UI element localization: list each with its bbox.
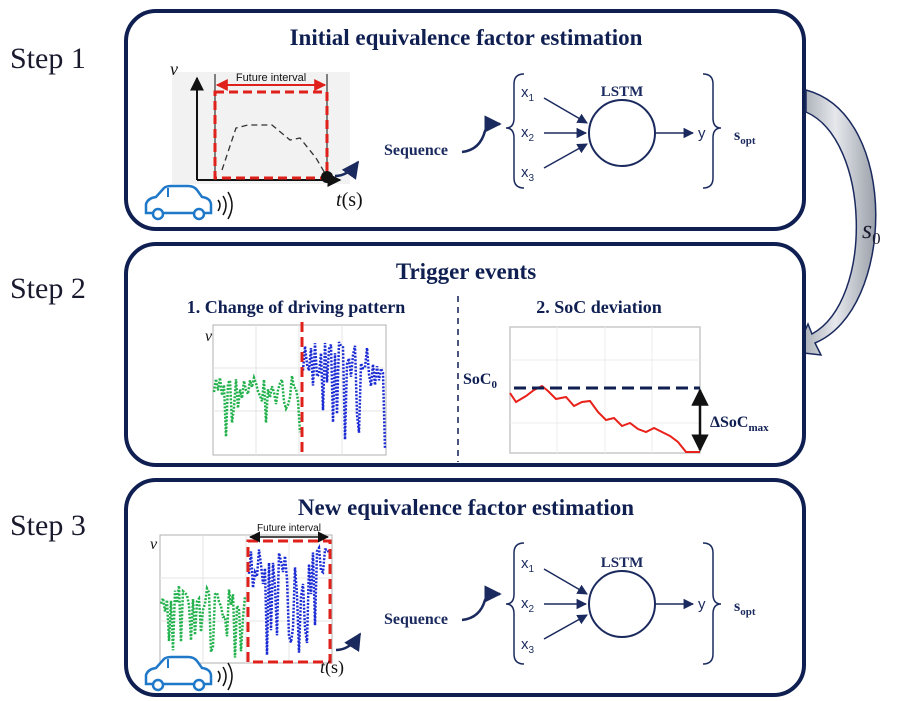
future-interval-box [213,90,329,180]
step-3-label: Step 3 [10,509,86,542]
step-3-x1-arrow [543,568,588,595]
lstm-label: LSTM [601,84,644,100]
input-left-brace [505,73,525,189]
step-1-s-opt: sopt [734,127,756,147]
x-label-unit: (s) [342,189,363,211]
step-3-lstm-cell [588,570,656,638]
step-3-lstm-label: LSTM [601,555,644,571]
step-1-sequence-label: Sequence [384,142,448,159]
step-3-x3-arrow [543,614,588,640]
input-x1: x1 [521,84,535,104]
step-3-input-x3: x3 [521,636,535,656]
step-3-speed-plot: v Future interval t(s) [150,523,344,678]
delta-soc-max-label: ΔSoCmax [710,414,769,434]
green-speed-trace [212,373,302,437]
current-point-marker [321,171,333,183]
lstm-cell [588,99,656,167]
step-3-input-x2: x2 [521,595,535,615]
driving-pattern-heading: 1. Change of driving pattern [187,297,406,317]
step-3-green-trace [159,584,247,658]
blue-speed-trace [301,341,387,449]
x1-arrow [543,97,588,124]
step-3-sequence-label: Sequence [384,611,448,628]
step-2-title: Trigger events [396,259,536,284]
step-1-title: Initial equivalence factor estimation [290,25,643,50]
plot-background [172,72,350,184]
step-1-label: Step 1 [10,42,86,75]
x3-arrow [543,143,588,169]
step-3-group: Step 3 New equivalence factor estimation… [10,478,806,697]
feedback-s0-label: s0 [862,215,881,248]
step-3-output-right-brace [702,542,722,665]
step-3-plot-to-sequence-arrow [335,632,362,652]
step-1-speed-plot: v t(s) Future interval [170,59,363,211]
step-1-lstm-block: x1 x2 x3 LSTM y sopt [505,73,756,189]
step-3-future-interval-box [246,539,332,664]
soc-deviation-plot: SoC0 ΔSoCmax [463,326,769,454]
input-x2: x2 [521,124,535,144]
step-1-group: Step 1 Initial equivalence factor estima… [10,9,806,231]
step-3-sequence-to-lstm-arrow [461,585,502,622]
plot-x-label: t(s) [336,189,363,211]
feedback-arrow: s0 [793,89,881,356]
step-2-group: Step 2 Trigger events 1. Change of drivi… [10,242,806,467]
driving-pattern-plot: v [205,322,387,456]
soc0-label: SoC0 [463,371,497,391]
plot-y-label: v [170,59,178,79]
step-3-car-icon [144,655,233,692]
step-3-output-y: y [698,596,706,613]
step-3-y-label: v [150,536,158,553]
step-3-x-label: t(s) [320,657,344,678]
speed-profile-curve [221,124,327,176]
step-3-s-opt: sopt [734,598,756,618]
x-label-t: t [336,189,342,211]
car-icon [144,184,233,221]
step-3-future-interval-label: Future interval [257,523,321,534]
soc-deviation-heading: 2. SoC deviation [536,297,662,317]
future-interval-label: Future interval [236,72,306,84]
output-right-brace [702,73,722,189]
output-y: y [698,125,706,142]
input-x3: x3 [521,164,535,184]
step-3-input-x1: x1 [521,555,535,575]
step-3-blue-trace [247,543,331,655]
step-3-input-left-brace [505,542,525,665]
pattern-y-label: v [205,328,213,345]
step-2-label: Step 2 [10,272,86,305]
sequence-to-lstm-arrow [461,115,502,154]
step-3-lstm-block: x1 x2 x3 LSTM y sopt [505,542,756,665]
step-3-title: New equivalence factor estimation [298,495,634,520]
plot-to-sequence-arrow [334,160,360,180]
